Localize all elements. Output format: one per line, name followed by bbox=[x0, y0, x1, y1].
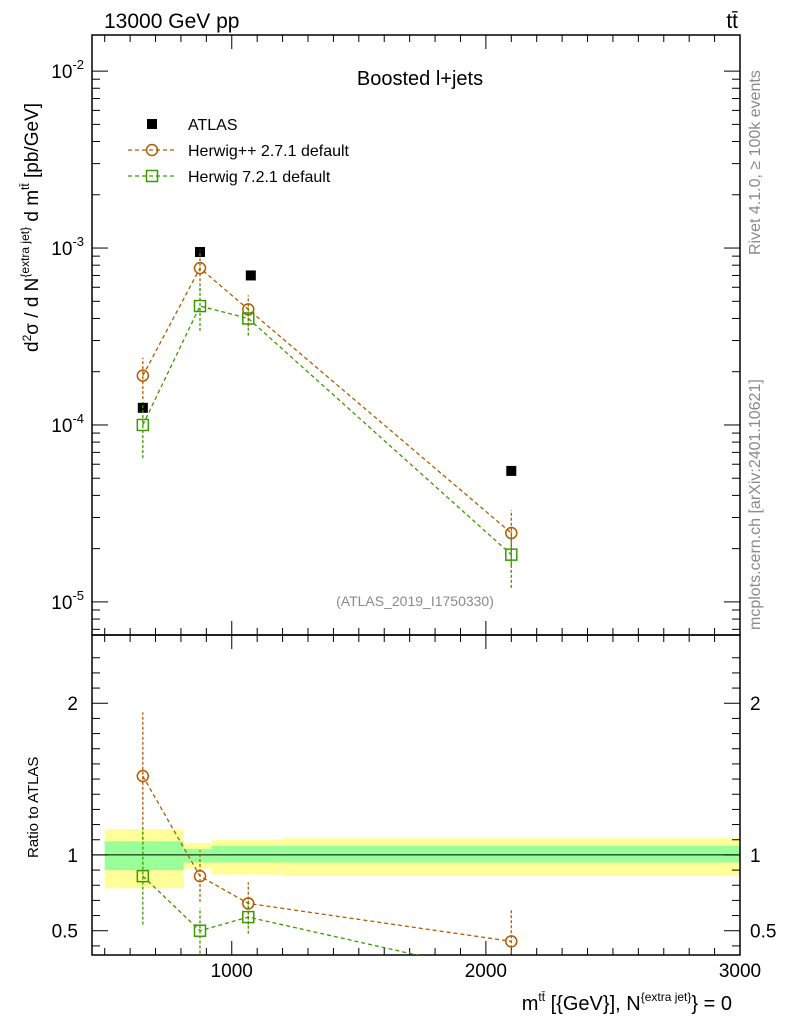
mc-data-point bbox=[242, 312, 255, 325]
legend-marker bbox=[145, 143, 159, 157]
uncertainty-band-green bbox=[211, 845, 283, 863]
uncertainty-band-green bbox=[183, 848, 212, 863]
ratio-series-group bbox=[136, 712, 518, 982]
ratio-y-tick-label-left: 0.5 bbox=[52, 922, 78, 943]
x-axis-label: mtt̄ [{GeV}], N{extra jet}} = 0 bbox=[522, 990, 732, 1015]
process-label: tt̄ bbox=[726, 10, 738, 33]
mc-data-point bbox=[505, 526, 518, 540]
mc-data-point bbox=[193, 299, 207, 313]
legend-label: ATLAS bbox=[188, 117, 238, 134]
ratio-y-tick-label-left: 1 bbox=[67, 846, 78, 867]
x-tick-label: 1000 bbox=[211, 961, 253, 982]
legend: ATLAS Herwig++ 2.7.1 default Herwig 7.2.1 … bbox=[128, 117, 350, 186]
ratio-data-point bbox=[193, 869, 207, 883]
uncertainty-band-green bbox=[104, 841, 184, 871]
x-tick-label: 3000 bbox=[719, 961, 761, 982]
ratio-y-axis-label: Ratio to ATLAS bbox=[25, 757, 42, 858]
main-data bbox=[136, 246, 518, 588]
analysis-id: (ATLAS_2019_I1750330) bbox=[336, 593, 494, 609]
ratio-y-tick-label-right: 0.5 bbox=[750, 922, 776, 943]
rivet-version-label: Rivet 4.1.0, ≥ 100k events bbox=[747, 70, 764, 255]
ratio-bands bbox=[104, 829, 740, 889]
mc-data-point bbox=[505, 548, 518, 561]
legend-marker bbox=[147, 119, 157, 129]
ratio-y-tick-label-right: 1 bbox=[750, 846, 761, 867]
atlas-data-point bbox=[245, 270, 256, 281]
ratio-data-point bbox=[242, 897, 255, 910]
ratio-y-tick-label-left: 2 bbox=[67, 694, 78, 715]
legend-label: Herwig 7.2.1 default bbox=[188, 169, 331, 186]
series-line bbox=[142, 305, 512, 556]
legend-label: Herwig++ 2.7.1 default bbox=[188, 143, 350, 160]
ratio-data-point bbox=[193, 924, 207, 937]
ratio-data-point bbox=[505, 935, 518, 948]
mc-data-point bbox=[193, 261, 207, 275]
x-tick-label: 2000 bbox=[465, 961, 507, 982]
legend-marker bbox=[145, 169, 159, 183]
mcplots-label: mcplots.cern.ch [arXiv:2401.10621] bbox=[747, 379, 764, 630]
mc-data-point bbox=[136, 369, 150, 382]
ratio-data-point bbox=[136, 769, 150, 783]
y-tick-label: 10-4 bbox=[51, 411, 84, 437]
ratio-panel-frame bbox=[91, 634, 741, 956]
ratio-data-point bbox=[506, 971, 517, 982]
y-tick-label: 10-3 bbox=[51, 234, 84, 260]
ratio-y-tick-label-right: 2 bbox=[750, 694, 761, 715]
y-tick-label: 10-2 bbox=[51, 57, 84, 83]
series-line bbox=[142, 267, 512, 534]
mc-data-point bbox=[136, 418, 150, 432]
main-y-axis-label: d2σ / d N{extra jet} d mtt̄ [pb/GeV] bbox=[18, 103, 43, 352]
chart-title: Boosted l+jets bbox=[357, 68, 483, 90]
ratio-series-line bbox=[142, 875, 420, 955]
ratio-data-point bbox=[136, 869, 150, 883]
ratio-series-line bbox=[142, 775, 512, 942]
atlas-data-point bbox=[195, 246, 205, 257]
ratio-data-point bbox=[242, 910, 255, 924]
axis-ticks: 1000 2000 3000 10-5 10-4 10-3 10-2 0.5 0.5 1 1 2 2 bbox=[51, 35, 776, 982]
atlas-data-point bbox=[506, 465, 517, 476]
uncertainty-band-green bbox=[282, 845, 740, 863]
energy-label: 13000 GeV pp bbox=[104, 10, 239, 33]
ratio-data bbox=[136, 712, 518, 982]
y-tick-label: 10-5 bbox=[51, 588, 84, 614]
